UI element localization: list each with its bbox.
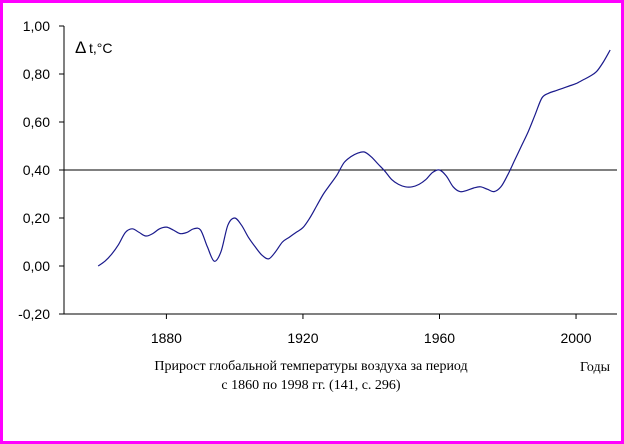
- chart-caption-line-2: с 1860 по 1998 гг. (141, с. 296): [221, 378, 400, 393]
- x-tick-label: 1920: [287, 330, 318, 346]
- y-tick-label: 0,00: [23, 258, 50, 274]
- y-tick-label: 0,40: [23, 162, 50, 178]
- temperature-chart: -0,20 0,00 0,20 0,40 0,60 0,80 1,00 1880 1920 19…: [18, 18, 617, 393]
- y-tick-label: -0,20: [18, 306, 50, 322]
- y-tick-label: 1,00: [23, 18, 50, 34]
- x-tick-label: 2000: [560, 330, 591, 346]
- x-tick-label: 1880: [151, 330, 182, 346]
- y-tick-label: 0,20: [23, 210, 50, 226]
- y-ticks: -0,20 0,00 0,20 0,40 0,60 0,80 1,00: [18, 18, 64, 322]
- series-layer: [97, 49, 611, 267]
- chart-caption-line-1: Прирост глобальной температуры воздуха з…: [154, 359, 467, 374]
- x-axis-label: Годы: [580, 360, 611, 375]
- y-tick-label: 0,60: [23, 114, 50, 130]
- x-ticks: 1880 1920 1960 2000: [151, 314, 592, 346]
- series-line: [97, 49, 611, 267]
- y-axis-symbol: Δ: [75, 38, 86, 57]
- x-tick-label: 1960: [424, 330, 455, 346]
- y-tick-label: 0,80: [23, 66, 50, 82]
- y-axis-label: t,°C: [89, 40, 113, 56]
